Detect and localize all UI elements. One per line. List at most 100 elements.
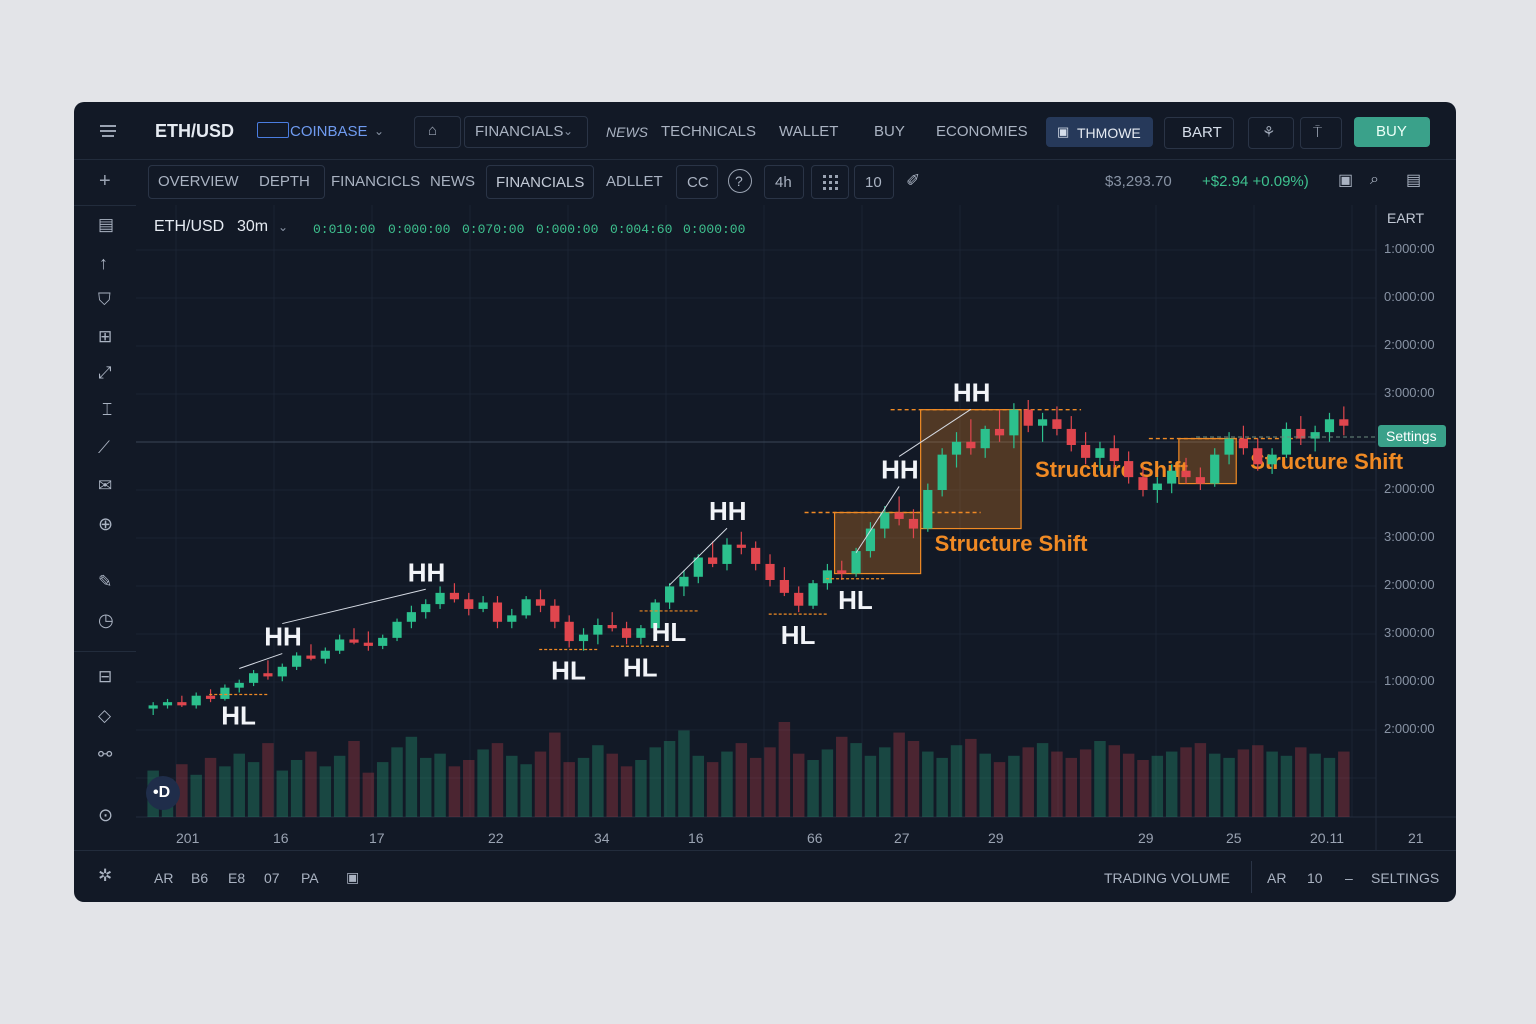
volume-bar: [190, 774, 202, 817]
buy-button[interactable]: BUY: [1354, 117, 1430, 147]
nav-economies[interactable]: ECONOMIES: [936, 123, 1028, 140]
theme-button[interactable]: ▣ THMOWE: [1046, 117, 1153, 147]
bottom-10[interactable]: 10: [1307, 870, 1323, 886]
volume-bar: [850, 743, 862, 817]
financials-dropdown[interactable]: FINANCIALS ⌄: [464, 116, 588, 148]
home-button[interactable]: ⌂: [414, 116, 461, 148]
volume-bar: [1252, 745, 1264, 817]
volume-bar: [1295, 747, 1307, 817]
price-axis-label: 3:000:00: [1384, 529, 1435, 544]
candle-body: [162, 702, 173, 706]
range-e8[interactable]: E8: [228, 870, 246, 886]
candle-body: [980, 428, 990, 449]
legend-symbol[interactable]: ETH/USD: [154, 218, 225, 235]
readout-4: 0:000:00: [536, 222, 599, 237]
search-icon[interactable]: ⌕: [1370, 171, 1379, 188]
nav-news[interactable]: NEWS: [606, 124, 648, 140]
trading-volume-label[interactable]: TRADING VOLUME: [1104, 870, 1231, 886]
magnet-icon[interactable]: ⚯: [98, 745, 113, 764]
candle-body: [521, 599, 531, 616]
swing-marker-label: HH: [709, 496, 747, 526]
help-button[interactable]: ?: [728, 169, 752, 193]
clock-icon[interactable]: ◷: [98, 610, 114, 630]
measure-icon[interactable]: ⊞: [98, 327, 113, 346]
tab-depth[interactable]: DEPTH: [259, 173, 310, 190]
bart-button[interactable]: BART: [1164, 117, 1234, 149]
candle-body: [1037, 419, 1048, 426]
alerts-button[interactable]: ⚘: [1248, 117, 1294, 149]
screenshot-icon[interactable]: ▣: [1338, 172, 1354, 189]
chart-icon[interactable]: ▤: [98, 215, 115, 234]
chevron-down-icon[interactable]: ⌄: [374, 124, 385, 138]
candle-body: [665, 586, 675, 603]
draw-icon[interactable]: ✐: [906, 171, 921, 190]
bottom-settings[interactable]: SELTINGS: [1371, 870, 1440, 886]
toolbar-divider: [74, 651, 136, 652]
timeframe-label: 4h: [775, 174, 792, 191]
tab-financials-active[interactable]: FINANCIALS: [486, 165, 594, 199]
grid-button[interactable]: [811, 165, 849, 199]
candle-body: [865, 528, 876, 552]
candle-body: [923, 490, 933, 529]
price-axis-title: EART: [1387, 210, 1425, 226]
tab-overview[interactable]: OVERVIEW: [158, 173, 239, 190]
nav-buy[interactable]: BUY: [874, 123, 905, 140]
candle-body: [894, 512, 904, 519]
range-ar[interactable]: AR: [154, 870, 174, 886]
price-axis[interactable]: EART 1:000:00 0:000:00 2:000:00 3:000:00 3:00…: [1196, 210, 1446, 736]
trendline-icon[interactable]: ⤢: [98, 363, 112, 382]
nav-wallet[interactable]: WALLET: [779, 123, 839, 140]
arrow-up-icon[interactable]: ↑: [99, 253, 108, 273]
legend-interval[interactable]: 30m: [237, 218, 269, 235]
timeframe-button[interactable]: 4h: [764, 165, 804, 199]
pen-tool-icon[interactable]: ⛉: [98, 290, 111, 309]
calendar-range-icon[interactable]: ▣: [346, 869, 360, 885]
price-chart[interactable]: Structure Shift Structure Shift Structure …: [136, 205, 1456, 850]
volume-bar: [678, 730, 690, 817]
range-b6[interactable]: B6: [191, 870, 209, 886]
count-button[interactable]: 10: [854, 165, 894, 199]
cursor-icon[interactable]: ⌶: [102, 400, 113, 419]
tab-cc[interactable]: CC: [676, 165, 718, 199]
price-axis-label: 0:000:00: [1384, 289, 1435, 304]
candle-body: [306, 655, 316, 659]
tab-financials-a[interactable]: FINANCICLS: [331, 173, 421, 190]
volume-bar: [821, 749, 834, 817]
add-icon[interactable]: +: [99, 170, 111, 192]
settings-gear-icon[interactable]: ✲: [98, 866, 113, 885]
candle-body: [1095, 448, 1105, 458]
candle-body: [722, 544, 732, 564]
pencil-icon[interactable]: ✎: [98, 572, 113, 591]
tab-news[interactable]: NEWS: [430, 173, 475, 190]
volume-bar: [764, 747, 776, 817]
ruler-icon[interactable]: ⊟: [98, 667, 113, 686]
calendar-icon[interactable]: ▤: [1406, 172, 1422, 189]
logo-badge[interactable]: •D: [146, 776, 180, 810]
volume-bar: [1309, 753, 1321, 817]
brush-icon[interactable]: ⟋: [98, 438, 110, 457]
range-pa[interactable]: PA: [301, 870, 319, 886]
candle-body: [1238, 438, 1249, 449]
mail-icon[interactable]: ✉: [98, 476, 113, 495]
range-07[interactable]: 07: [264, 870, 280, 886]
bottom-ar[interactable]: AR: [1267, 870, 1287, 886]
tab-adllet[interactable]: ADLLET: [606, 173, 663, 190]
candle-body: [1167, 470, 1177, 484]
eraser-icon[interactable]: ◇: [98, 706, 112, 725]
symbol-title[interactable]: ETH/USD: [155, 121, 235, 141]
add-circle-icon[interactable]: ⊕: [98, 514, 114, 534]
menu-icon[interactable]: [95, 118, 121, 144]
volume-bar: [620, 766, 633, 817]
exchange-name[interactable]: COINBASE: [290, 123, 368, 140]
candle-body: [320, 650, 330, 659]
time-axis[interactable]: 201 16 17 22 34 16 66 27 29 29 25 20.11 21: [176, 830, 1424, 846]
volume-bar: [348, 741, 360, 817]
zoom-icon[interactable]: ⊙: [98, 805, 114, 825]
chevron-down-icon[interactable]: ⌄: [278, 220, 289, 234]
publish-button[interactable]: ⍑: [1300, 117, 1342, 149]
nav-technicals[interactable]: TECHNICALS: [661, 123, 757, 140]
volume-bar: [1323, 757, 1336, 817]
volume-bar: [434, 753, 446, 817]
volume-bar: [907, 741, 920, 817]
